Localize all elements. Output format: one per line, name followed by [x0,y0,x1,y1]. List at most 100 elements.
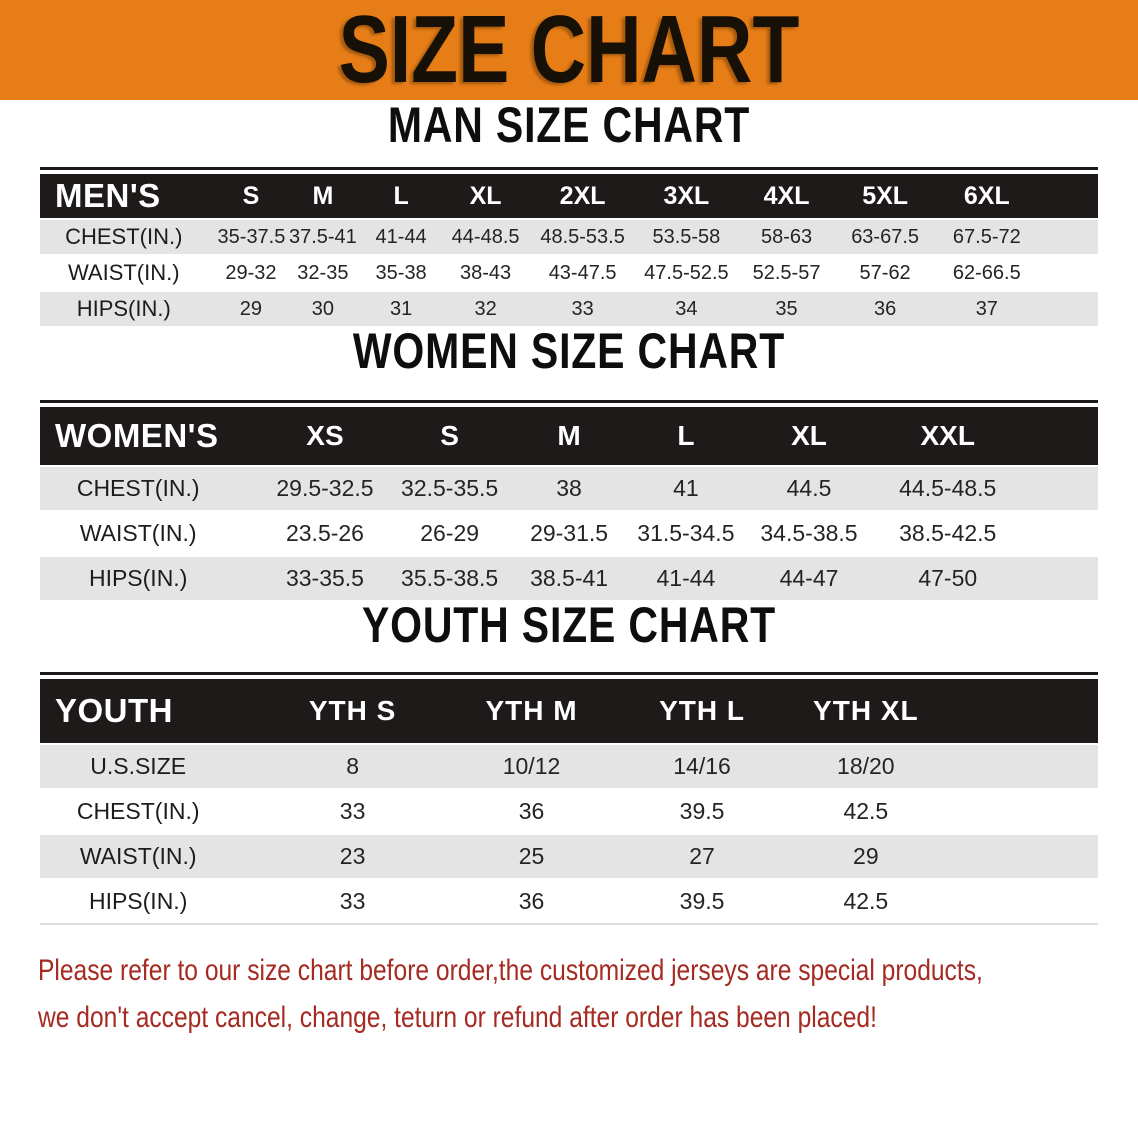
men-size-table: MEN'S S M L XL 2XL 3XL 4XL 5XL 6XL CHEST(IN.) 35-37… [40,167,1098,326]
youth-section-heading: YOUTH SIZE CHART [361,597,777,653]
value-cell: 39.5 [619,788,785,834]
size-column-header: 3XL [634,174,739,219]
size-column-header: 2XL [530,174,635,219]
youth-size-table: YOUTH YTH S YTH M YTH L YTH XL U.S.SIZE 8 10/12… [40,672,1098,925]
spacer-cell [946,743,1098,789]
value-cell: 37.5-41 [284,218,362,255]
spacer-cell [946,833,1098,879]
value-cell: 42.5 [784,788,947,834]
value-cell: 25 [443,833,620,879]
value-cell: 33-35.5 [261,555,389,600]
banner-title: SIZE CHART [338,0,800,103]
spacer-cell [1038,218,1098,255]
table-row: HIPS(IN.) 29 30 31 32 33 34 35 36 37 [40,290,1098,326]
value-cell: 32 [440,290,531,326]
spacer-cell [1038,174,1098,219]
note-line-2: we don't accept cancel, change, teturn o… [38,1001,877,1034]
table-row: U.S.SIZE 8 10/12 14/16 18/20 [40,743,1098,789]
women-section: WOMEN SIZE CHART WOMEN'S XS S M L XL XXL CHEST(… [0,326,1138,600]
value-cell: 30 [284,290,362,326]
value-cell: 36 [835,290,936,326]
women-section-heading: WOMEN SIZE CHART [352,323,786,379]
spacer-cell [1021,555,1098,600]
value-cell: 32.5-35.5 [388,465,511,511]
value-cell: 44-48.5 [440,218,531,255]
value-cell: 27 [619,833,785,879]
value-cell: 33 [530,290,635,326]
row-label: HIPS(IN.) [40,555,262,600]
table-row: WAIST(IN.) 29-32 32-35 35-38 38-43 43-47.5 47.… [40,254,1098,291]
size-column-header: XXL [873,407,1022,466]
value-cell: 48.5-53.5 [530,218,635,255]
size-column-header: 5XL [835,174,936,219]
value-cell: 41 [627,465,745,511]
size-column-header: S [217,174,285,219]
footer-note: Please refer to our size chart before or… [0,947,1138,1041]
table-corner-label: WOMEN'S [40,407,262,466]
value-cell: 26-29 [388,510,511,556]
value-cell: 38-43 [440,254,531,291]
header-row: MEN'S S M L XL 2XL 3XL 4XL 5XL 6XL [40,174,1098,219]
row-label: CHEST(IN.) [40,218,218,255]
size-column-header: YTH XL [784,679,947,744]
size-column-header: M [510,407,628,466]
value-cell: 41-44 [627,555,745,600]
value-cell: 36 [443,878,620,925]
value-cell: 36 [443,788,620,834]
size-column-header: XL [440,174,531,219]
value-cell: 35-37.5 [217,218,285,255]
row-label: WAIST(IN.) [40,254,218,291]
value-cell: 14/16 [619,743,785,789]
value-cell: 32-35 [284,254,362,291]
spacer-cell [946,878,1098,925]
table-row: HIPS(IN.) 33 36 39.5 42.5 [40,878,1098,925]
size-column-header: L [361,174,441,219]
table-row: WAIST(IN.) 23.5-26 26-29 29-31.5 31.5-34.5 34… [40,510,1098,556]
value-cell: 47-50 [873,555,1022,600]
value-cell: 33 [261,788,444,834]
value-cell: 18/20 [784,743,947,789]
size-column-header: 4XL [738,174,836,219]
table-row: HIPS(IN.) 33-35.5 35.5-38.5 38.5-41 41-44 44-… [40,555,1098,600]
spacer-cell [946,679,1098,744]
value-cell: 35-38 [361,254,441,291]
value-cell: 35 [738,290,836,326]
youth-section: YOUTH SIZE CHART YOUTH YTH S YTH M YTH L YTH… [0,600,1138,925]
value-cell: 41-44 [361,218,441,255]
value-cell: 42.5 [784,878,947,925]
value-cell: 67.5-72 [935,218,1039,255]
size-column-header: YTH L [619,679,785,744]
table-row: WAIST(IN.) 23 25 27 29 [40,833,1098,879]
men-section: MAN SIZE CHART MEN'S S M L XL 2XL 3XL 4XL 5XL 6XL… [0,100,1138,326]
spacer-cell [1021,510,1098,556]
size-column-header: YTH M [443,679,620,744]
value-cell: 38.5-41 [510,555,628,600]
value-cell: 57-62 [835,254,936,291]
value-cell: 62-66.5 [935,254,1039,291]
table-row: CHEST(IN.) 33 36 39.5 42.5 [40,788,1098,834]
men-section-heading: MAN SIZE CHART [387,97,751,153]
header-row: WOMEN'S XS S M L XL XXL [40,407,1098,466]
row-label: HIPS(IN.) [40,290,218,326]
value-cell: 44.5-48.5 [873,465,1022,511]
size-table: WOMEN'S XS S M L XL XXL CHEST(IN.) 29.5-32.5 32.5… [40,407,1098,600]
row-label: HIPS(IN.) [40,878,262,925]
value-cell: 53.5-58 [634,218,739,255]
spacer-cell [946,788,1098,834]
value-cell: 58-63 [738,218,836,255]
size-column-header: XL [744,407,874,466]
row-label: WAIST(IN.) [40,510,262,556]
table-row: CHEST(IN.) 29.5-32.5 32.5-35.5 38 41 44.5 44.5… [40,465,1098,511]
value-cell: 33 [261,878,444,925]
spacer-cell [1021,465,1098,511]
value-cell: 34 [634,290,739,326]
spacer-cell [1021,407,1098,466]
note-line-1: Please refer to our size chart before or… [38,954,983,987]
value-cell: 8 [261,743,444,789]
size-column-header: YTH S [261,679,444,744]
size-table: MEN'S S M L XL 2XL 3XL 4XL 5XL 6XL CHEST(IN.) 35-37… [40,174,1098,326]
value-cell: 10/12 [443,743,620,789]
value-cell: 38.5-42.5 [873,510,1022,556]
value-cell: 39.5 [619,878,785,925]
